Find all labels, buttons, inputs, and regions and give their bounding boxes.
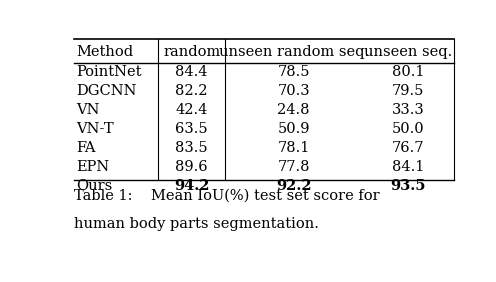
Text: 33.3: 33.3 bbox=[391, 103, 425, 117]
Text: PointNet: PointNet bbox=[76, 65, 142, 79]
Text: VN: VN bbox=[76, 103, 100, 117]
Text: 92.2: 92.2 bbox=[276, 179, 311, 193]
Text: unseen random seq.: unseen random seq. bbox=[219, 45, 369, 59]
Text: unseen seq.: unseen seq. bbox=[364, 45, 452, 59]
Text: 77.8: 77.8 bbox=[277, 160, 310, 174]
Text: human body parts segmentation.: human body parts segmentation. bbox=[73, 217, 318, 231]
Text: 84.1: 84.1 bbox=[392, 160, 424, 174]
Text: 89.6: 89.6 bbox=[176, 160, 208, 174]
Text: 76.7: 76.7 bbox=[392, 141, 424, 155]
Text: 63.5: 63.5 bbox=[176, 122, 208, 136]
Text: FA: FA bbox=[76, 141, 96, 155]
Text: 78.5: 78.5 bbox=[277, 65, 310, 79]
Text: 79.5: 79.5 bbox=[392, 84, 424, 98]
Text: 24.8: 24.8 bbox=[277, 103, 310, 117]
Text: EPN: EPN bbox=[76, 160, 110, 174]
Text: 78.1: 78.1 bbox=[277, 141, 310, 155]
Text: Table 1:    Mean IoU(%) test set score for: Table 1: Mean IoU(%) test set score for bbox=[73, 189, 379, 203]
Text: 93.5: 93.5 bbox=[390, 179, 426, 193]
Text: DGCNN: DGCNN bbox=[76, 84, 137, 98]
Text: 84.4: 84.4 bbox=[176, 65, 208, 79]
Text: 70.3: 70.3 bbox=[277, 84, 310, 98]
Text: 94.2: 94.2 bbox=[174, 179, 209, 193]
Text: 83.5: 83.5 bbox=[176, 141, 208, 155]
Text: Ours: Ours bbox=[76, 179, 113, 193]
Text: 80.1: 80.1 bbox=[392, 65, 424, 79]
Text: Method: Method bbox=[76, 45, 134, 59]
Text: 50.9: 50.9 bbox=[277, 122, 310, 136]
Text: 50.0: 50.0 bbox=[392, 122, 424, 136]
Text: random: random bbox=[163, 45, 220, 59]
Text: 42.4: 42.4 bbox=[176, 103, 208, 117]
Text: VN-T: VN-T bbox=[76, 122, 114, 136]
Text: 82.2: 82.2 bbox=[176, 84, 208, 98]
